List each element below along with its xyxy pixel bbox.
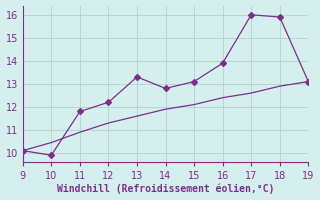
X-axis label: Windchill (Refroidissement éolien,°C): Windchill (Refroidissement éolien,°C) (57, 184, 274, 194)
